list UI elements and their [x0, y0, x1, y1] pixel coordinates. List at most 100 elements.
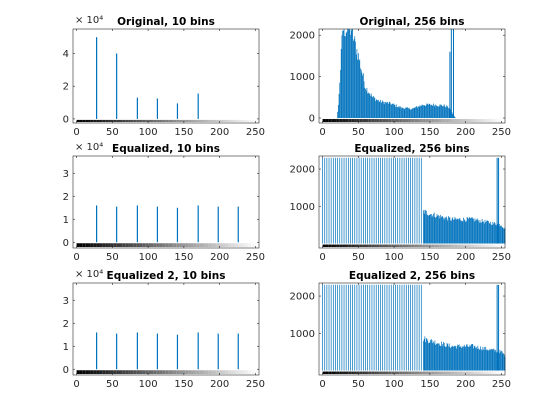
- histogram-bin: [427, 104, 429, 119]
- histogram-bin: [405, 284, 407, 371]
- histogram-bin: [433, 212, 435, 244]
- histogram-bin: [414, 157, 416, 244]
- histogram-bin: [378, 99, 379, 119]
- histogram-bin: [388, 103, 389, 119]
- histogram-bin: [339, 284, 341, 371]
- histogram-bin: [377, 100, 379, 119]
- histogram-bin: [328, 284, 330, 371]
- histogram-bin: [466, 344, 468, 371]
- y-tick-label: 0: [63, 365, 69, 376]
- histogram-bin: [503, 228, 504, 244]
- x-tick-label: 200: [456, 379, 475, 390]
- histogram-bin: [375, 99, 377, 119]
- histogram-bin: [476, 348, 478, 371]
- histogram-bin: [406, 107, 408, 119]
- histogram-bin: [444, 217, 446, 244]
- x-tick-label: 100: [139, 379, 158, 390]
- histogram-bin: [445, 217, 446, 244]
- histogram-bin: [385, 103, 387, 119]
- histogram-bin: [335, 157, 336, 244]
- histogram-bin: [378, 284, 379, 371]
- histogram-bin: [360, 284, 362, 371]
- x-tick-label: 50: [352, 379, 365, 390]
- histogram-bin: [476, 220, 478, 244]
- histogram-bin: [381, 101, 383, 119]
- histogram-bin: [491, 224, 492, 244]
- histogram-bin: [332, 284, 334, 371]
- x-tick-label: 150: [420, 127, 439, 138]
- histogram-bin: [403, 109, 405, 119]
- histogram-bin: [475, 220, 477, 244]
- histogram-bin: [405, 107, 407, 119]
- histogram-bin: [472, 218, 474, 244]
- histogram-bin: [350, 157, 351, 244]
- histogram-bin: [326, 157, 328, 244]
- histogram-bin: [452, 346, 454, 371]
- histogram-bin: [445, 107, 446, 119]
- y-tick-label: 3: [63, 169, 69, 180]
- histogram-bin: [435, 104, 436, 119]
- histogram-bin: [349, 29, 351, 119]
- histogram-bin: [400, 108, 402, 119]
- histogram-bin: [460, 346, 461, 371]
- histogram-bin: [468, 218, 469, 244]
- x-tick-label: 0: [73, 252, 79, 263]
- histogram-bin: [416, 157, 418, 244]
- histogram-bin: [410, 109, 411, 119]
- histogram-bin: [489, 223, 491, 244]
- histogram-bin: [423, 210, 424, 244]
- y-exponent-label: × 10⁴: [75, 15, 103, 26]
- histogram-bin: [467, 217, 469, 244]
- axes-box: [72, 155, 260, 249]
- histogram-bin: [499, 226, 501, 244]
- histogram-bin: [399, 107, 401, 119]
- histogram-bin: [479, 349, 481, 371]
- histogram-bin: [379, 101, 381, 119]
- histogram-bin: [431, 104, 433, 119]
- histogram-bin: [412, 108, 414, 119]
- histogram-bin: [387, 102, 389, 119]
- histogram-bin: [438, 343, 440, 371]
- histogram-bin: [401, 157, 403, 244]
- histogram-bin: [407, 107, 409, 119]
- grayscale-colorbar: [76, 243, 259, 247]
- histogram-bin: [380, 99, 381, 119]
- histogram-bin: [355, 54, 357, 119]
- histogram-bin: [453, 346, 455, 371]
- histogram-bin: [345, 157, 347, 244]
- histogram-bin: [465, 346, 467, 371]
- histogram-bin: [492, 349, 494, 371]
- subplot-3: 0 50 100 150 200 250 0 1 2 3 × 10⁴ Equalized, 10 bi…: [63, 142, 265, 263]
- histogram-bin: [493, 222, 495, 244]
- histogram-bin: [369, 284, 371, 371]
- histogram-bin: [423, 213, 425, 244]
- histogram-bin: [429, 342, 431, 371]
- histogram-bin: [397, 284, 399, 371]
- histogram-bin: [410, 284, 411, 371]
- histogram-bin: [471, 344, 473, 371]
- histogram-bin: [390, 157, 392, 244]
- subplot-2: 0 50 100 150 200 250 0 1000 2000 Original, 256 bi…: [290, 16, 511, 138]
- histogram-bin: [439, 218, 441, 244]
- histogram-bin: [378, 101, 380, 119]
- histogram-bin: [459, 346, 461, 371]
- y-tick-label: 2000: [290, 165, 315, 176]
- histogram-bin: [341, 284, 343, 371]
- histogram-bin: [347, 29, 348, 119]
- histogram-bin: [430, 105, 431, 119]
- histogram-bin: [358, 60, 360, 119]
- histogram-bin: [473, 218, 474, 244]
- axes-box: [72, 28, 260, 124]
- subplot-title: Equalized, 256 bins: [354, 143, 469, 155]
- histogram-bin: [370, 95, 371, 119]
- histogram-bin: [385, 102, 386, 119]
- histogram-bin: [354, 284, 356, 371]
- histogram-bin: [395, 157, 396, 244]
- histogram-bin: [477, 345, 479, 371]
- histogram-bin: [441, 346, 443, 371]
- axes-box: [318, 282, 506, 376]
- histogram-bin: [345, 36, 346, 119]
- histogram-bin: [435, 105, 437, 119]
- histogram-bin: [470, 346, 472, 371]
- histogram-bin: [473, 221, 475, 244]
